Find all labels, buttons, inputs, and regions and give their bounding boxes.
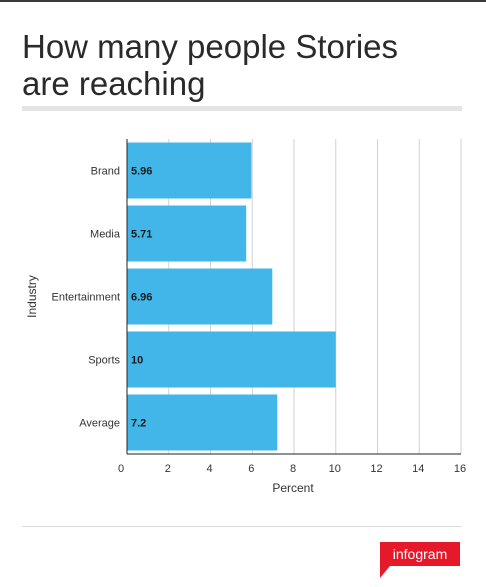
value-label-media: 5.71 [131,229,152,241]
chart-title: How many people Stories are reaching [22,28,462,102]
value-label-average: 7.2 [131,418,146,430]
x-tick-label-2: 2 [165,463,171,475]
x-tick-label-6: 6 [248,463,254,475]
value-label-entertainment: 6.96 [131,292,152,304]
x-tick-label-10: 10 [329,463,341,475]
x-tick-label-14: 14 [412,463,424,475]
infogram-logo-text: infogram [392,546,448,562]
x-tick-label-4: 4 [206,463,212,475]
infogram-logo[interactable]: infogram [380,542,460,566]
footer-divider [22,526,462,527]
chart-title-line2: are reaching [22,65,206,102]
category-label-entertainment: Entertainment [52,292,120,304]
value-label-sports: 10 [131,355,143,367]
y-axis-title: Industry [25,275,39,318]
category-label-sports: Sports [88,355,120,367]
value-label-brand: 5.96 [131,166,152,178]
top-rule [0,0,486,2]
category-label-average: Average [79,418,120,430]
bar-brand [127,142,252,199]
x-axis-title: Percent [272,481,314,495]
x-tick-label-0: 0 [118,463,124,475]
x-tick-label-8: 8 [290,463,296,475]
x-tick-label-16: 16 [454,463,466,475]
category-label-media: Media [90,229,121,241]
chart-title-line1: How many people Stories [22,28,399,65]
category-label-brand: Brand [91,166,120,178]
logo-tail-shape [380,566,390,578]
bar-sports [127,331,336,388]
bar-average [127,394,278,451]
bar-media [127,205,247,262]
bar-entertainment [127,268,273,325]
title-divider [22,106,462,111]
x-tick-label-12: 12 [370,463,382,475]
